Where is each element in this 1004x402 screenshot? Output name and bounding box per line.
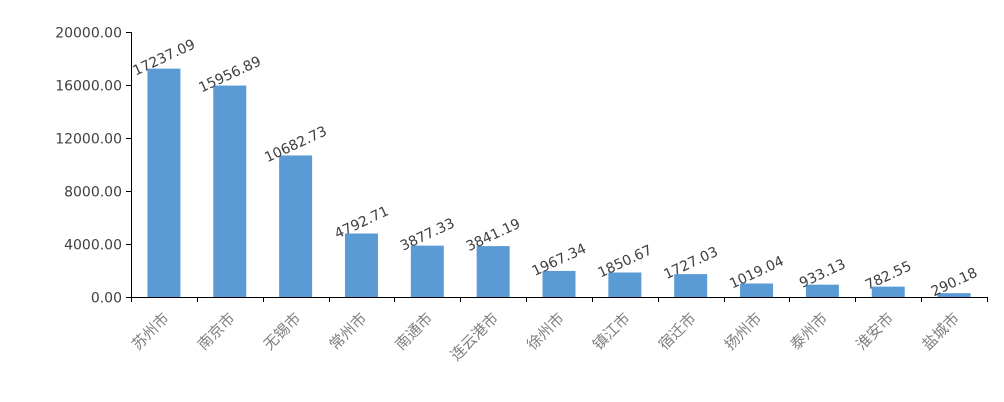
y-tick-label: 4000.00 bbox=[64, 238, 122, 254]
bar bbox=[213, 85, 247, 297]
bar bbox=[871, 286, 905, 297]
bar bbox=[542, 270, 576, 297]
bar bbox=[608, 272, 642, 297]
bar bbox=[410, 245, 444, 297]
bar bbox=[937, 293, 971, 297]
category-label: 南京市 bbox=[194, 309, 239, 354]
y-tick-label: 8000.00 bbox=[64, 185, 122, 201]
category-label: 徐州市 bbox=[523, 309, 568, 354]
category-label: 常州市 bbox=[326, 309, 371, 354]
category-labels: 苏州市 南京市 无锡市 常州市 南通市 连云港市 徐州市 镇江市 宿迁市 扬州市 泰州市 淮安市 盐城市 bbox=[128, 309, 963, 364]
bar bbox=[279, 155, 313, 297]
y-axis: 0.00 4000.00 8000.00 12000.00 16000.00 20000.… bbox=[55, 26, 132, 307]
category-label: 盐城市 bbox=[918, 309, 963, 354]
bar bbox=[344, 233, 378, 297]
y-tick-label: 20000.00 bbox=[55, 26, 122, 42]
bars bbox=[147, 68, 971, 297]
category-label: 无锡市 bbox=[260, 309, 305, 354]
y-tick-label: 0.00 bbox=[91, 291, 122, 307]
bar bbox=[674, 274, 708, 297]
category-label: 扬州市 bbox=[721, 309, 766, 354]
bar bbox=[805, 284, 839, 297]
category-label: 连云港市 bbox=[447, 309, 502, 364]
bar bbox=[476, 246, 510, 297]
bar bbox=[147, 68, 181, 297]
y-tick-label: 16000.00 bbox=[55, 79, 122, 95]
bar bbox=[740, 283, 774, 297]
category-label: 南通市 bbox=[392, 309, 437, 354]
category-label: 苏州市 bbox=[128, 309, 173, 354]
category-label: 宿迁市 bbox=[655, 309, 700, 354]
y-tick-label: 12000.00 bbox=[55, 132, 122, 148]
x-axis bbox=[131, 297, 988, 302]
category-label: 淮安市 bbox=[852, 309, 897, 354]
category-label: 泰州市 bbox=[787, 309, 832, 354]
category-label: 镇江市 bbox=[589, 309, 634, 354]
